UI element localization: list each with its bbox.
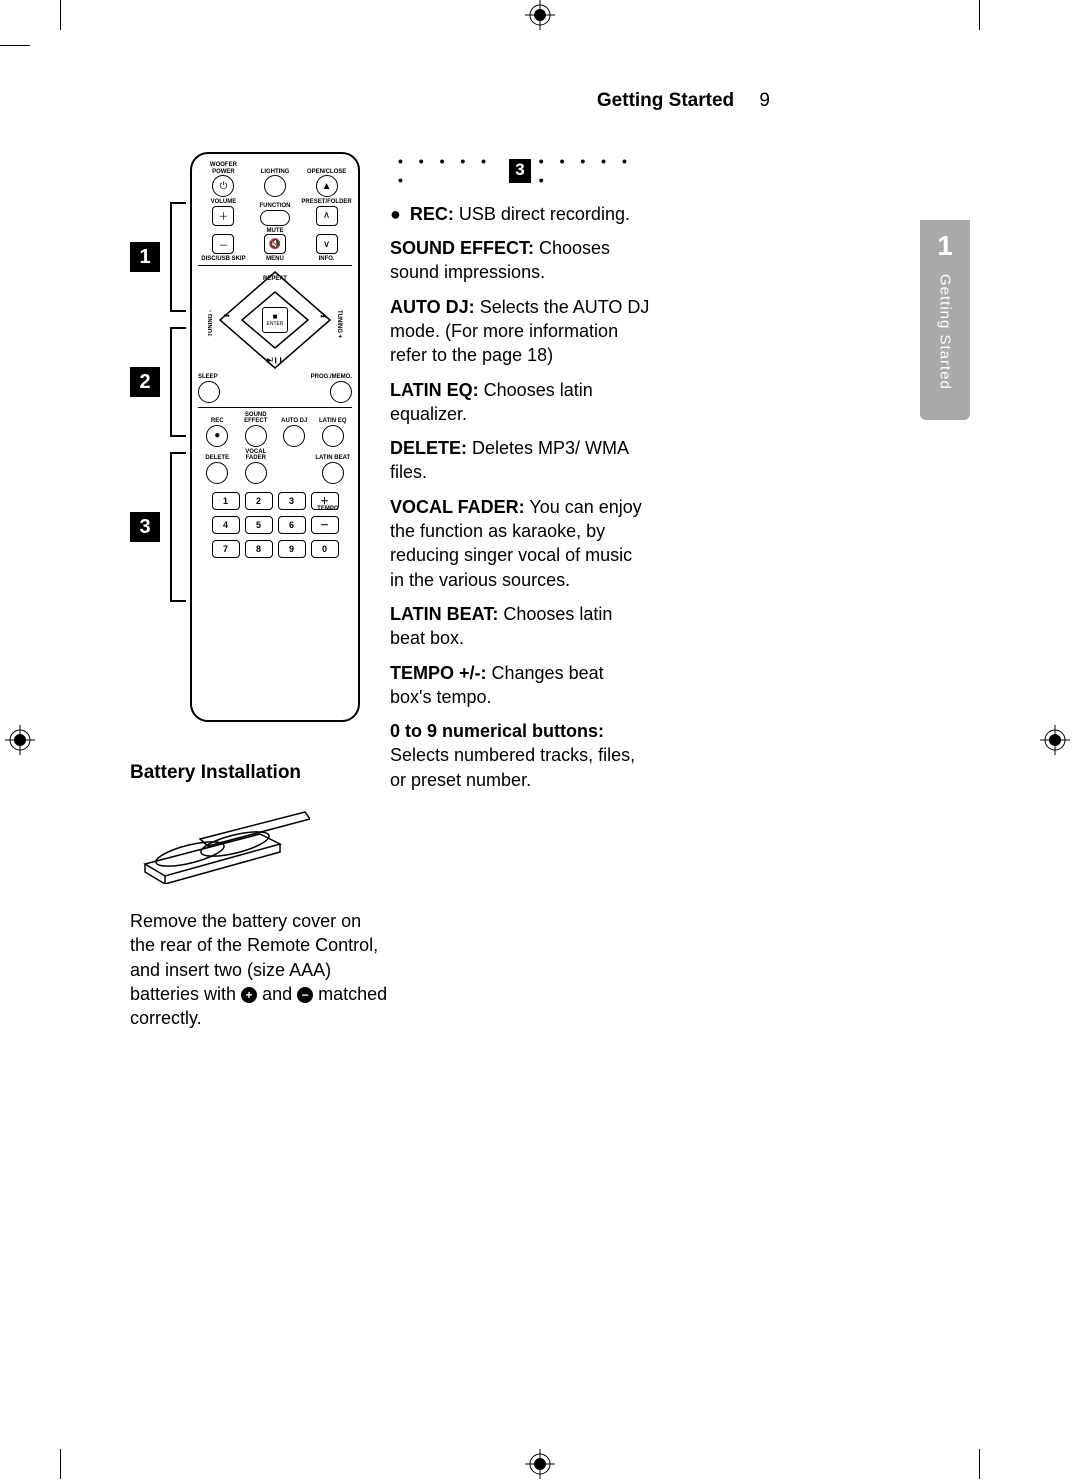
- description-label: 0 to 9 numerical buttons:: [390, 721, 604, 741]
- rec-icon: ●: [206, 425, 228, 447]
- description-label: DELETE:: [390, 438, 467, 458]
- plus-icon: +: [241, 987, 257, 1003]
- header-section: Getting Started: [597, 90, 734, 111]
- registration-mark: [5, 725, 35, 755]
- crop-mark: [979, 1449, 980, 1479]
- description-item: LATIN BEAT: Chooses latin beat box.: [390, 602, 650, 651]
- crop-mark: [60, 1449, 61, 1479]
- description-label: LATIN BEAT:: [390, 604, 498, 624]
- description-item: TEMPO +/-: Changes beat box's tempo.: [390, 661, 650, 710]
- minus-icon: −: [297, 987, 313, 1003]
- bullet-icon: ●: [390, 204, 401, 224]
- eject-icon: ▲: [316, 175, 338, 197]
- description-label: SOUND EFFECT:: [390, 238, 534, 258]
- crop-mark: [979, 0, 980, 30]
- mute-icon: 🔇: [264, 234, 286, 254]
- battery-title: Battery Installation: [130, 762, 390, 784]
- page-header: Getting Started 9: [130, 90, 1000, 112]
- description-item: 0 to 9 numerical buttons: Selects number…: [390, 719, 650, 792]
- description-item: AUTO DJ: Selects the AUTO DJ mode. (For …: [390, 295, 650, 368]
- description-label: AUTO DJ:: [390, 297, 475, 317]
- registration-mark: [525, 0, 555, 30]
- dpad: REPEAT ⏮ ⏭ TUNING - TUNING + ■ENTER ▶/❙❙: [210, 270, 340, 370]
- power-icon: ⏻: [212, 175, 234, 197]
- description-item: ● REC: USB direct recording.: [390, 202, 650, 226]
- description-item: DELETE: Deletes MP3/ WMA files.: [390, 436, 650, 485]
- crop-mark: [60, 0, 61, 30]
- description-text: Selects numbered tracks, files, or prese…: [390, 745, 635, 789]
- battery-text: Remove the battery cover on the rear of …: [130, 909, 390, 1030]
- section-3-header: • • • • • • 3 • • • • • •: [390, 152, 650, 190]
- description-label: VOCAL FADER:: [390, 497, 525, 517]
- header-page-number: 9: [759, 90, 770, 111]
- battery-illustration: [140, 804, 390, 889]
- description-text: USB direct recording.: [454, 204, 630, 224]
- description-label: REC:: [410, 204, 454, 224]
- description-label: LATIN EQ:: [390, 380, 479, 400]
- registration-mark: [525, 1449, 555, 1479]
- description-item: VOCAL FADER: You can enjoy the function …: [390, 495, 650, 592]
- description-item: SOUND EFFECT: Chooses sound impressions.: [390, 236, 650, 285]
- description-item: LATIN EQ: Chooses latin equalizer.: [390, 378, 650, 427]
- description-label: TEMPO +/-:: [390, 663, 487, 683]
- registration-mark: [1040, 725, 1070, 755]
- crop-mark: [0, 45, 30, 46]
- remote-diagram: WOOFER POWER⏻ LIGHTING OPEN/CLOSE▲ VOLUM…: [190, 152, 360, 722]
